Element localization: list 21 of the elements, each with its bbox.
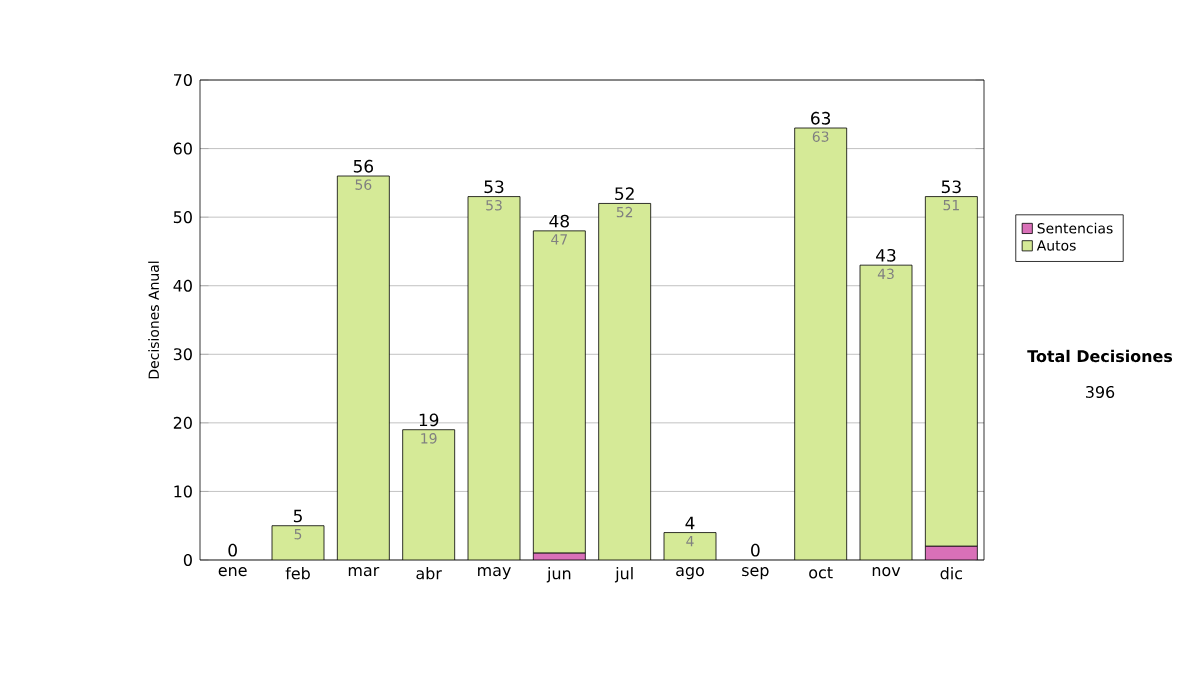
total-label: 52	[615, 187, 634, 201]
total-label: 43	[876, 248, 896, 262]
bar	[532, 230, 586, 554]
total-label: 48	[549, 214, 569, 228]
bar	[794, 127, 848, 560]
total-label: 56	[353, 159, 374, 173]
bar	[272, 525, 324, 560]
bar	[924, 196, 978, 547]
total-label: 53	[484, 180, 504, 194]
bar	[598, 203, 651, 560]
total-label: 0	[751, 543, 760, 557]
total-label: 0	[228, 543, 237, 557]
bar	[859, 264, 913, 560]
total-label: 19	[419, 413, 439, 427]
bar	[402, 429, 455, 560]
total-label: 5	[293, 509, 302, 523]
bar	[468, 196, 521, 560]
total-label: 53	[941, 180, 961, 194]
total-label: 4	[685, 516, 695, 530]
total-label: 63	[811, 111, 831, 125]
bar	[337, 176, 390, 560]
